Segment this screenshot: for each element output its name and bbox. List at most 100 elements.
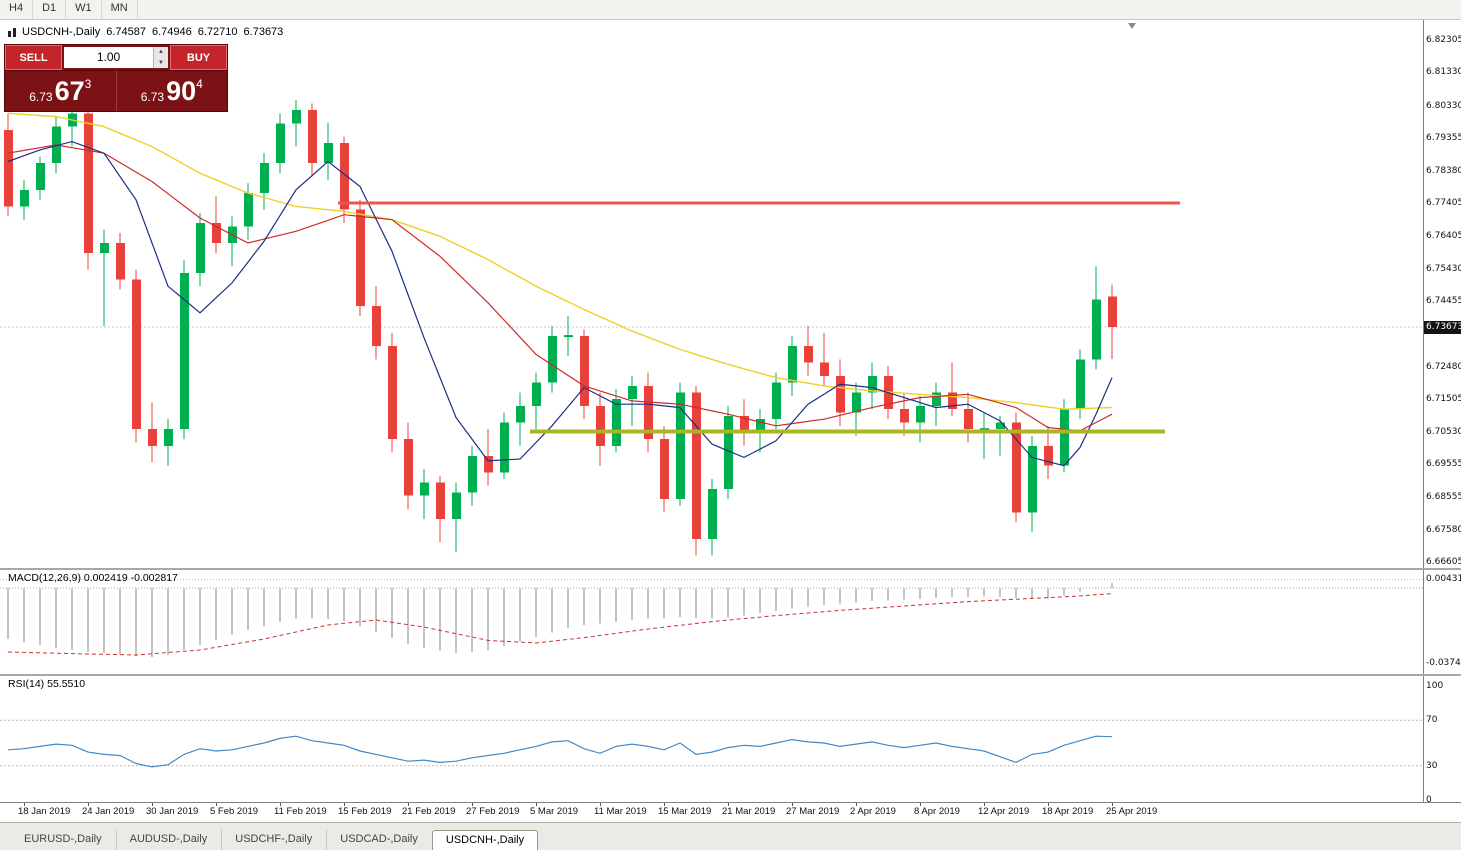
candle-body: [1060, 409, 1069, 466]
price-axis-label: 6.81330: [1426, 67, 1461, 78]
timeframe-button-d1[interactable]: D1: [33, 0, 67, 19]
macd-bar: [231, 588, 233, 635]
chart-tab-usdcad[interactable]: USDCAD-,Daily: [326, 829, 432, 850]
volume-field[interactable]: 1.00 ▲ ▼: [64, 47, 168, 68]
price-axis-label: 6.66605: [1426, 557, 1461, 567]
macd-bar: [871, 588, 873, 602]
price-axis-label: 6.71505: [1426, 394, 1461, 405]
volume-value[interactable]: 1.00: [96, 50, 121, 64]
chart-shift-marker[interactable]: [1128, 23, 1136, 29]
date-axis-label: 27 Feb 2019: [466, 806, 520, 817]
date-axis-label: 2 Apr 2019: [850, 806, 896, 817]
candle-body: [1028, 445, 1037, 513]
macd-bar: [199, 588, 201, 645]
candle-body: [740, 415, 749, 433]
candle-body: [4, 129, 13, 207]
buy-price-display[interactable]: 6.73 90 4: [115, 71, 228, 111]
macd-bar: [455, 588, 457, 653]
sell-button[interactable]: SELL: [5, 45, 62, 70]
chart-icon: [8, 27, 16, 37]
candle-body: [708, 489, 717, 539]
sell-price-display[interactable]: 6.73 67 3: [5, 71, 116, 111]
macd-bar: [919, 588, 921, 599]
candle-body: [276, 123, 285, 164]
macd-bar: [55, 588, 57, 648]
macd-bar: [7, 588, 9, 639]
date-axis-label: 5 Feb 2019: [210, 806, 259, 817]
macd-signal-line: [7, 593, 1113, 656]
macd-bar: [599, 588, 601, 624]
candle-body: [868, 375, 877, 393]
macd-bar: [1063, 588, 1065, 596]
macd-bar: [247, 588, 249, 630]
macd-bar: [263, 588, 265, 626]
candle-body: [324, 143, 333, 164]
timeframe-button-w1[interactable]: W1: [66, 0, 102, 19]
macd-bar: [423, 588, 425, 648]
candle-body: [996, 422, 1005, 430]
macd-bar: [583, 588, 585, 625]
candle-body: [452, 492, 461, 519]
macd-bar: [23, 588, 25, 642]
rsi-axis-label: 30: [1426, 760, 1438, 771]
macd-bar: [183, 588, 185, 650]
macd-bar: [935, 588, 937, 598]
macd-indicator-label: MACD(12,26,9) 0.002419 -0.002817: [8, 572, 178, 584]
candle-body: [164, 429, 173, 446]
candlestick-series: [4, 100, 1117, 556]
date-axis-tick: [24, 803, 25, 806]
macd-histogram: [7, 583, 1113, 657]
chart-tab-usdcnh[interactable]: USDCNH-,Daily: [431, 830, 539, 850]
macd-bar: [1047, 588, 1049, 599]
macd-bar: [487, 588, 489, 650]
ohlc-low: 6.72710: [197, 26, 238, 38]
date-axis-tick: [280, 803, 281, 806]
buy-button[interactable]: BUY: [170, 45, 227, 70]
macd-bar: [647, 588, 649, 619]
chart-tab-usdchf[interactable]: USDCHF-,Daily: [221, 829, 326, 850]
macd-splitter[interactable]: [0, 568, 1461, 570]
candle-body: [836, 375, 845, 413]
chart-title: USDCNH-,Daily 6.74587 6.74946 6.72710 6.…: [8, 26, 283, 38]
date-axis-tick: [792, 803, 793, 806]
candle-body: [228, 226, 237, 243]
volume-increase-button[interactable]: ▲: [154, 47, 168, 58]
chart-tab-audusd[interactable]: AUDUSD-,Daily: [115, 829, 222, 850]
rsi-axis-label: 70: [1426, 715, 1438, 726]
date-axis[interactable]: [0, 802, 1461, 822]
date-axis-label: 25 Apr 2019: [1106, 806, 1158, 817]
date-axis-label: 27 Mar 2019: [786, 806, 840, 817]
date-axis-tick: [88, 803, 89, 806]
candle-body: [132, 279, 141, 430]
candle-body: [180, 272, 189, 430]
candle-body: [484, 455, 493, 473]
candle-body: [948, 392, 957, 410]
chart-tab-bar: EURUSD-,Daily AUDUSD-,Daily USDCHF-,Daily U…: [0, 822, 1461, 850]
volume-decrease-button[interactable]: ▼: [154, 57, 168, 68]
candle-body: [148, 429, 157, 446]
rsi-splitter[interactable]: [0, 674, 1461, 676]
macd-bar: [967, 588, 969, 597]
timeframe-button-mn[interactable]: MN: [102, 0, 138, 19]
price-axis-label: 6.80330: [1426, 100, 1461, 111]
price-axis[interactable]: [1423, 20, 1461, 802]
chart-tab-eurusd[interactable]: EURUSD-,Daily: [24, 833, 102, 845]
macd-bar: [519, 588, 521, 642]
macd-bar: [327, 588, 329, 619]
candle-body: [20, 189, 29, 207]
timeframe-button-h4[interactable]: H4: [0, 0, 34, 19]
price-axis-label: 6.74455: [1426, 296, 1461, 306]
macd-bar: [855, 588, 857, 603]
buy-price-pip: 4: [196, 77, 203, 91]
candle-body: [308, 109, 317, 164]
candle-body: [116, 242, 125, 280]
candle-body: [532, 382, 541, 406]
candle-body: [756, 419, 765, 433]
candle-body: [36, 163, 45, 190]
macd-bar: [743, 588, 745, 616]
candle-body: [900, 409, 909, 423]
date-axis-tick: [216, 803, 217, 806]
macd-bar: [471, 588, 473, 652]
candle-body: [292, 109, 301, 124]
